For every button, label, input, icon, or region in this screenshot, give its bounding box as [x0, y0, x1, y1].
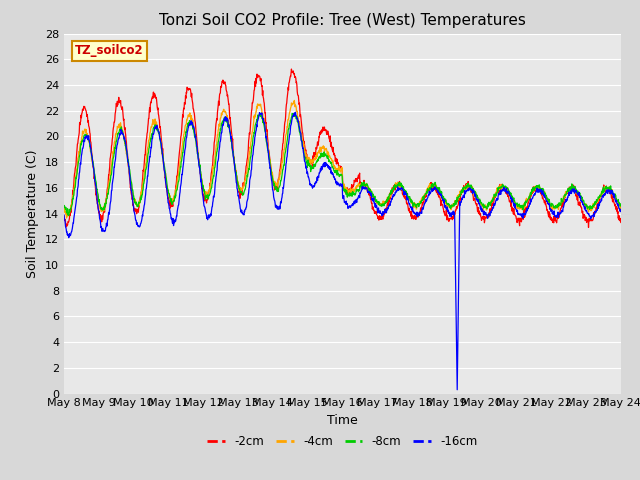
Line: -4cm: -4cm	[64, 100, 621, 218]
Text: TZ_soilco2: TZ_soilco2	[75, 44, 144, 58]
-8cm	[328, 164, 336, 170]
-8cm	[611, 193, 618, 199]
-16cm	[292, 109, 300, 115]
-16cm	[317, 164, 325, 169]
-8cm	[148, 132, 156, 138]
-16cm	[556, 211, 564, 216]
-4cm	[63, 215, 70, 221]
-4cm	[611, 193, 618, 199]
-4cm	[617, 204, 625, 210]
-4cm	[60, 208, 68, 214]
-4cm	[474, 198, 482, 204]
-8cm	[60, 203, 68, 208]
-4cm	[556, 202, 564, 207]
-8cm	[556, 201, 564, 207]
-4cm	[328, 159, 336, 165]
-2cm	[287, 66, 295, 72]
-2cm	[317, 130, 325, 136]
Line: -2cm: -2cm	[64, 69, 621, 228]
-8cm	[318, 152, 326, 157]
Line: -8cm: -8cm	[64, 113, 621, 216]
-8cm	[474, 197, 482, 203]
-4cm	[318, 144, 326, 150]
-16cm	[617, 209, 625, 215]
-4cm	[148, 123, 156, 129]
X-axis label: Time: Time	[327, 414, 358, 427]
-2cm	[585, 225, 593, 230]
-8cm	[617, 201, 625, 207]
-2cm	[474, 209, 482, 215]
Y-axis label: Soil Temperature (C): Soil Temperature (C)	[26, 149, 39, 278]
-2cm	[617, 219, 625, 225]
-16cm	[611, 191, 618, 197]
-16cm	[147, 144, 155, 150]
-2cm	[611, 201, 618, 207]
-16cm	[60, 212, 68, 218]
-4cm	[291, 97, 298, 103]
Title: Tonzi Soil CO2 Profile: Tree (West) Temperatures: Tonzi Soil CO2 Profile: Tree (West) Temp…	[159, 13, 526, 28]
-8cm	[65, 213, 72, 218]
-2cm	[147, 100, 155, 106]
-2cm	[556, 212, 563, 217]
Line: -16cm: -16cm	[64, 112, 621, 390]
-16cm	[474, 197, 482, 203]
-8cm	[257, 110, 265, 116]
-2cm	[328, 146, 336, 152]
-16cm	[328, 169, 336, 175]
Legend: -2cm, -4cm, -8cm, -16cm: -2cm, -4cm, -8cm, -16cm	[202, 430, 483, 453]
-2cm	[60, 213, 68, 219]
-16cm	[453, 387, 461, 393]
